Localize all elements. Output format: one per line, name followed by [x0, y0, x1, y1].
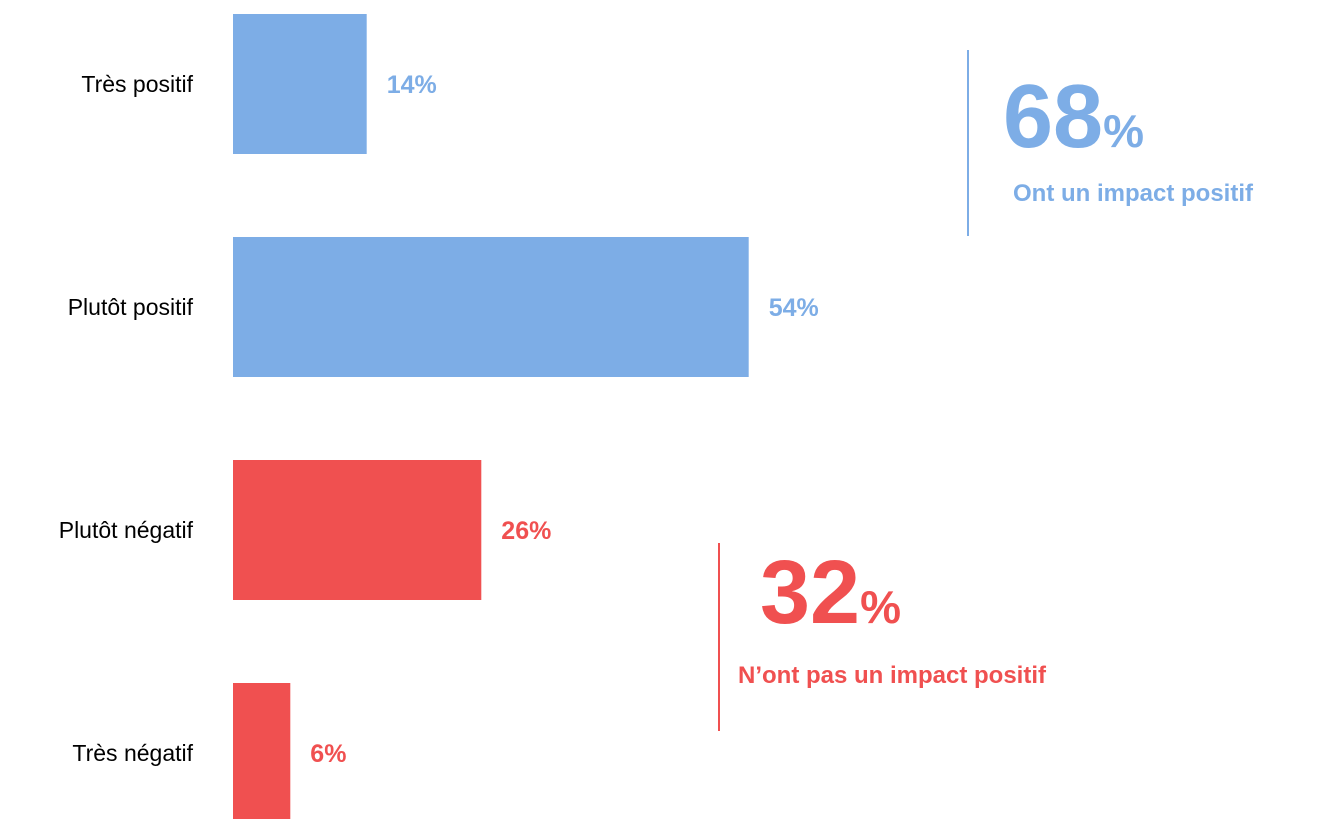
- category-label: Plutôt positif: [68, 294, 194, 320]
- value-label: 6%: [310, 740, 346, 768]
- positive-total: 68%: [1003, 72, 1253, 162]
- bar-4: [233, 683, 291, 819]
- value-label: 54%: [769, 294, 819, 322]
- bar-1: [233, 14, 367, 154]
- negative-callout-divider: [718, 543, 720, 731]
- category-label: Plutôt négatif: [59, 517, 194, 543]
- bar-2: [233, 237, 749, 377]
- value-label: 26%: [501, 517, 551, 545]
- category-label: Très négatif: [72, 740, 193, 766]
- negative-total-unit: %: [860, 581, 902, 633]
- negative-caption: N’ont pas un impact positif: [738, 662, 1047, 689]
- positive-total-number: 68: [1003, 67, 1104, 167]
- negative-total: 32%: [760, 548, 1046, 638]
- value-label: 14%: [387, 71, 437, 99]
- negative-callout: 32% N’ont pas un impact positif: [738, 548, 1046, 690]
- positive-total-unit: %: [1103, 105, 1145, 157]
- bar-3: [233, 460, 482, 600]
- positive-callout: 68% Ont un impact positif: [1003, 72, 1253, 208]
- positive-callout-divider: [967, 50, 969, 236]
- positive-caption: Ont un impact positif: [1013, 180, 1253, 207]
- category-label: Très positif: [81, 71, 193, 97]
- negative-total-number: 32: [760, 543, 861, 643]
